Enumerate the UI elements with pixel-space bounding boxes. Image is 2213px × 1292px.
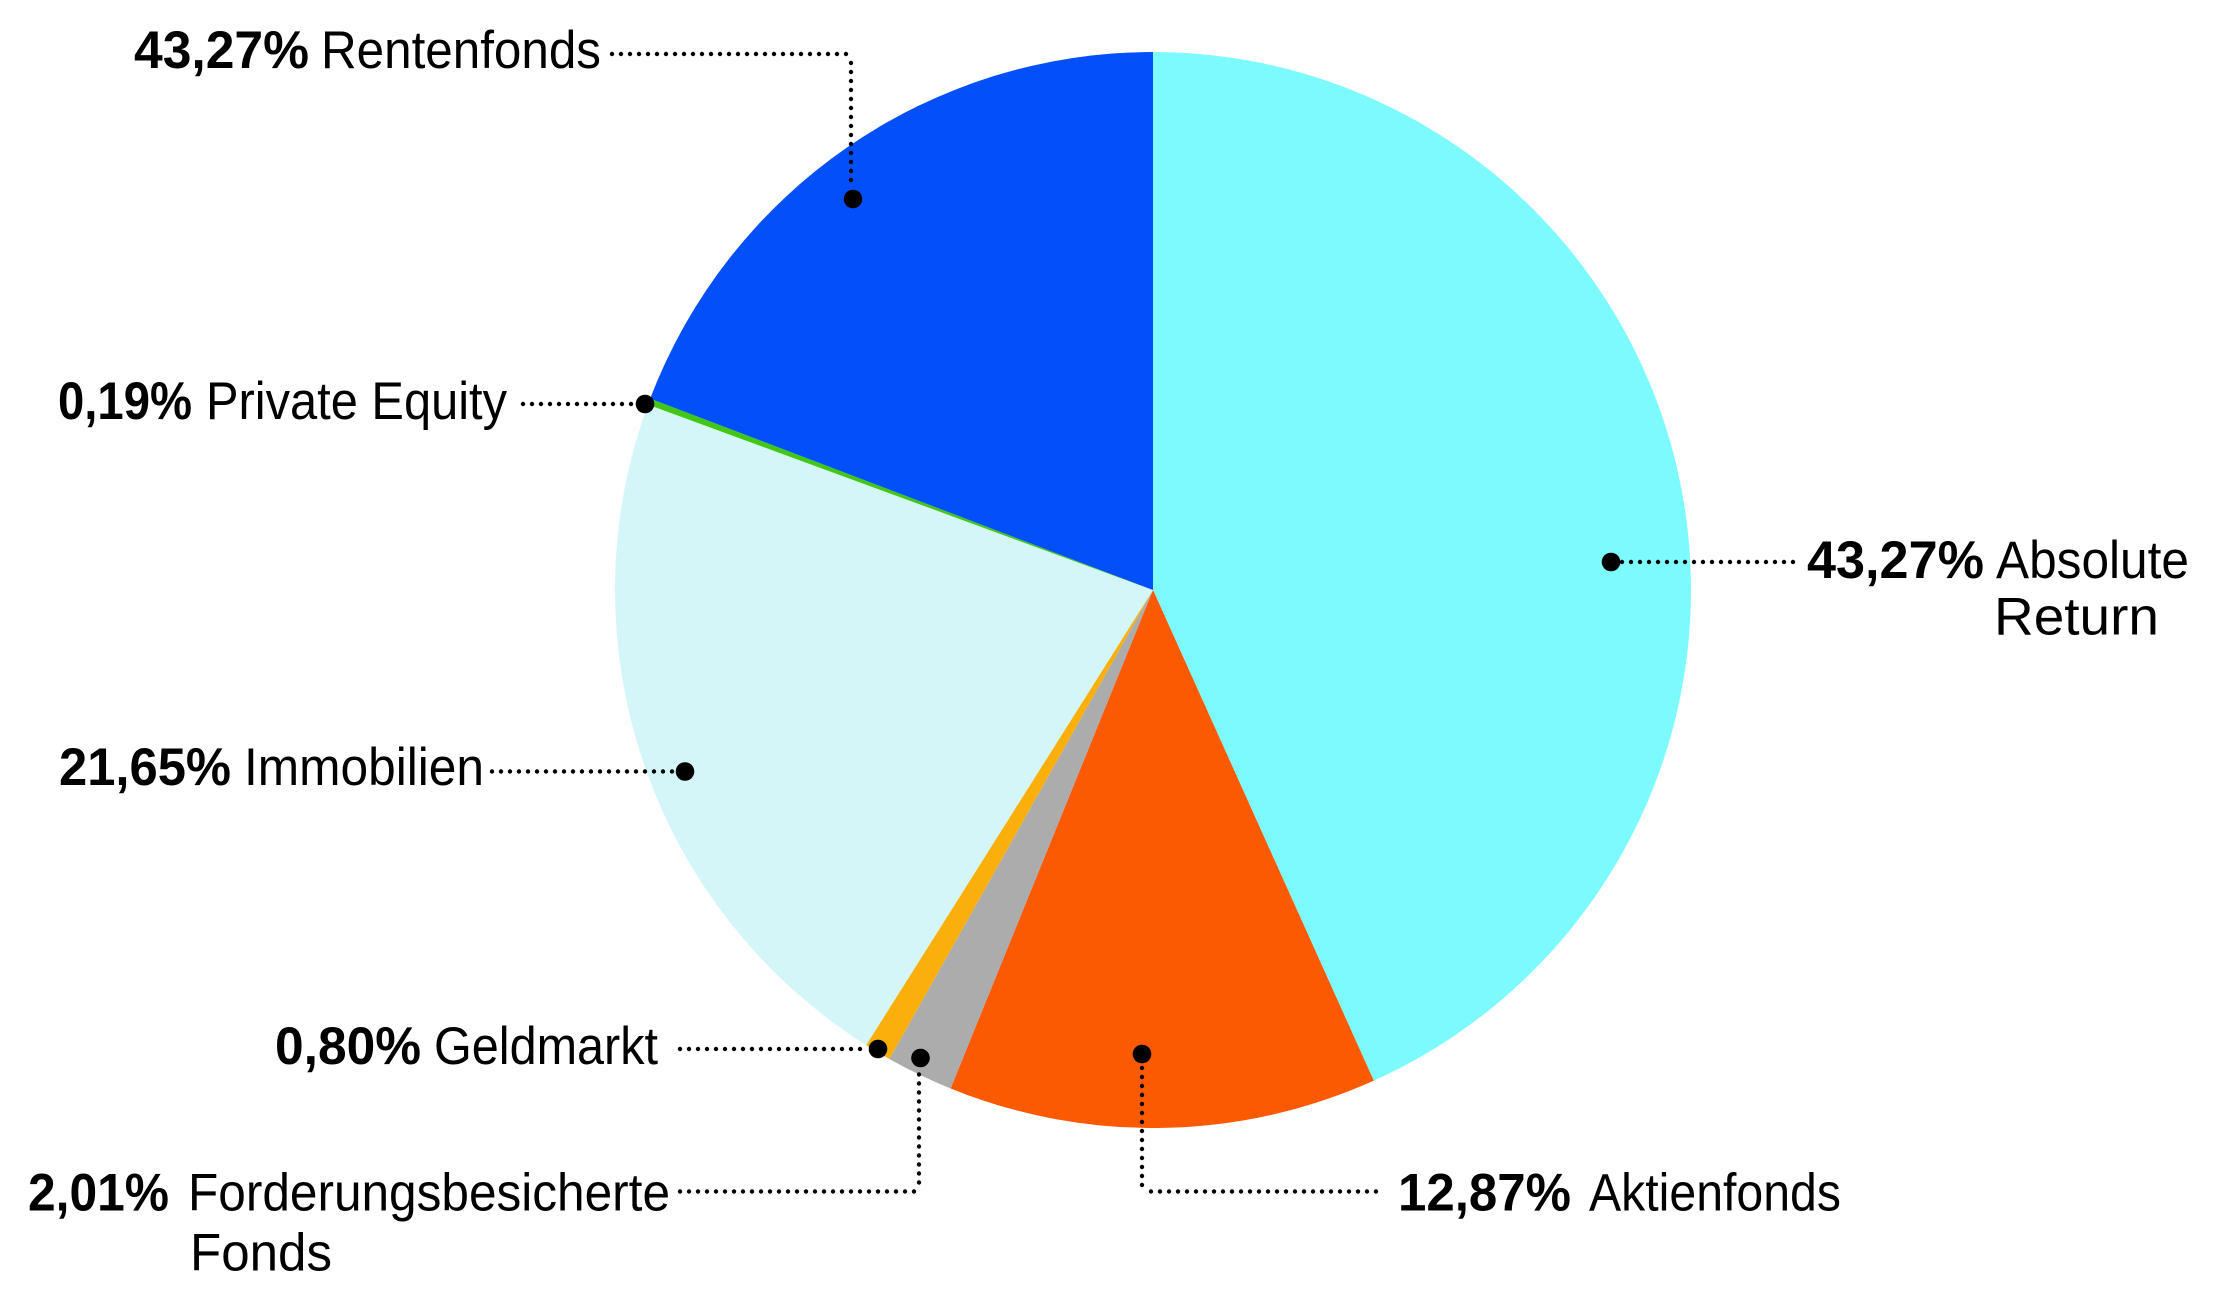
svg-text:43,27%: 43,27%: [1807, 531, 1984, 590]
svg-text:2,01%: 2,01%: [28, 1164, 169, 1223]
svg-text:Return: Return: [1994, 588, 2159, 647]
svg-text:Forderungsbesicherte: Forderungsbesicherte: [188, 1164, 670, 1223]
svg-text:43,27%: 43,27%: [134, 21, 309, 80]
svg-text:Fonds: Fonds: [190, 1224, 332, 1283]
svg-text:Rentenfonds: Rentenfonds: [321, 21, 601, 80]
svg-text:0,80%: 0,80%: [275, 1017, 421, 1076]
svg-text:Aktienfonds: Aktienfonds: [1589, 1164, 1841, 1223]
svg-text:Geldmarkt: Geldmarkt: [434, 1017, 658, 1076]
svg-text:Absolute: Absolute: [1996, 531, 2189, 590]
svg-text:Immobilien: Immobilien: [244, 738, 484, 797]
svg-text:21,65%: 21,65%: [59, 738, 231, 797]
svg-text:12,87%: 12,87%: [1398, 1164, 1571, 1223]
svg-text:Private Equity: Private Equity: [206, 372, 507, 431]
svg-text:0,19%: 0,19%: [58, 372, 192, 431]
